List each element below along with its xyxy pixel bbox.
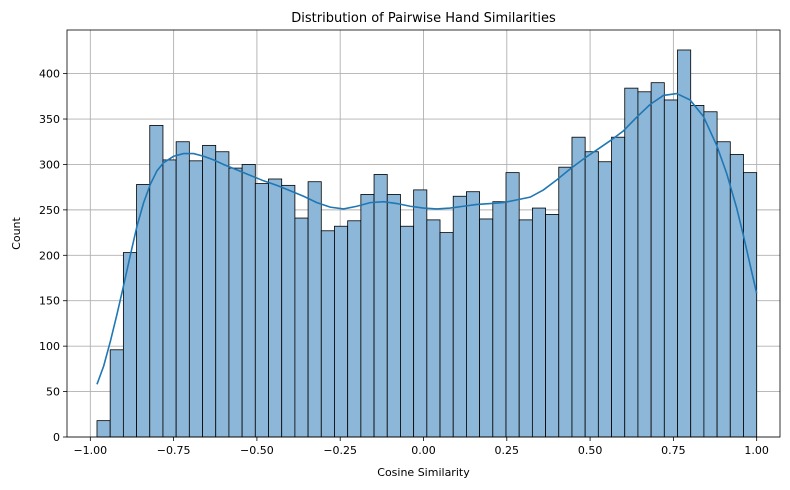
x-tick-label: −0.50 xyxy=(240,444,274,457)
kde-curve xyxy=(96,92,758,385)
histogram-bar xyxy=(188,160,203,438)
histogram-bar xyxy=(320,230,335,438)
histogram-bar xyxy=(294,217,309,438)
histogram-bar xyxy=(558,166,573,438)
x-tick-label: 0.75 xyxy=(661,444,686,457)
histogram-bar xyxy=(716,141,731,438)
x-tick-label: −0.25 xyxy=(323,444,357,457)
histogram-bar xyxy=(729,154,744,438)
histogram-bar xyxy=(479,218,494,438)
histogram-bar xyxy=(162,159,177,438)
y-tick-label: 250 xyxy=(39,204,60,217)
histogram-bar xyxy=(413,189,428,438)
histogram-bar xyxy=(452,195,467,438)
histogram-bar xyxy=(492,201,507,438)
histogram-bar xyxy=(215,151,230,438)
histogram-bar xyxy=(531,207,546,438)
x-axis-label: Cosine Similarity xyxy=(377,466,470,479)
histogram-bar xyxy=(360,194,375,438)
histogram-bar xyxy=(254,183,269,438)
histogram-bar xyxy=(347,220,362,438)
histogram-bar xyxy=(334,225,349,438)
histogram-bar xyxy=(109,349,124,438)
histogram-bar xyxy=(637,91,652,438)
histogram-bar xyxy=(518,219,533,438)
histogram-bar xyxy=(624,87,639,438)
histogram-bar xyxy=(584,151,599,438)
histogram-bar xyxy=(228,167,243,438)
x-tick-label: 0.50 xyxy=(578,444,603,457)
histogram-bar xyxy=(505,172,520,438)
histogram-bar xyxy=(281,184,296,438)
chart-title: Distribution of Pairwise Hand Similariti… xyxy=(291,11,556,26)
y-tick-label: 50 xyxy=(46,386,60,399)
histogram-bar xyxy=(241,164,256,438)
histogram-bar xyxy=(611,136,626,438)
histogram-bar xyxy=(690,105,705,438)
x-tick-label: −1.00 xyxy=(73,444,107,457)
histogram-bar xyxy=(663,99,678,438)
histogram-bar xyxy=(743,172,758,438)
histogram-bar xyxy=(96,420,111,438)
x-axis: −1.00 −0.75 −0.50 −0.25 0.00 0.25 0.50 0.75 1.00 xyxy=(73,437,769,457)
histogram-bar xyxy=(268,178,283,438)
y-tick-label: 0 xyxy=(53,431,60,444)
histogram-bar xyxy=(466,191,481,438)
y-axis: 0 50 100 150 200 250 300 350 400 xyxy=(39,68,67,444)
histogram-bar xyxy=(597,161,612,438)
histogram-bar xyxy=(400,225,415,438)
histogram-bar xyxy=(439,232,454,438)
y-axis-label: Count xyxy=(10,216,23,249)
y-tick-label: 150 xyxy=(39,295,60,308)
x-tick-label: 1.00 xyxy=(744,444,769,457)
histogram-bar xyxy=(545,214,560,438)
histogram-bar xyxy=(703,111,718,438)
histogram-bar xyxy=(650,82,665,438)
x-tick-label: 0.25 xyxy=(495,444,520,457)
y-tick-label: 400 xyxy=(39,68,60,81)
histogram-bar xyxy=(571,136,586,438)
x-tick-label: −0.75 xyxy=(157,444,191,457)
bars xyxy=(96,49,758,438)
histogram-bar xyxy=(426,219,441,438)
histogram-bar xyxy=(373,174,388,438)
histogram-bar xyxy=(307,181,322,438)
y-tick-label: 200 xyxy=(39,249,60,262)
histogram-bar xyxy=(202,144,217,438)
y-tick-label: 350 xyxy=(39,113,60,126)
histogram-bar xyxy=(677,49,692,438)
y-tick-label: 300 xyxy=(39,158,60,171)
histogram-bar xyxy=(175,141,190,438)
histogram-bar xyxy=(386,194,401,438)
x-tick-label: 0.00 xyxy=(411,444,436,457)
y-tick-label: 100 xyxy=(39,340,60,353)
